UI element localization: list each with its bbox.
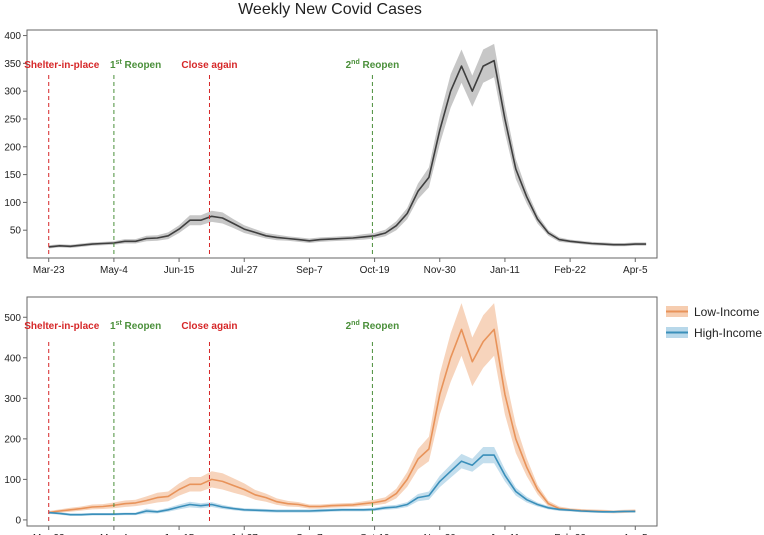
x-tick-label: Sep-7 — [296, 533, 323, 535]
x-tick-label: Jul-27 — [231, 265, 259, 276]
y-tick-label: 500 — [4, 313, 21, 324]
y-tick-label: 250 — [4, 114, 21, 125]
x-tick-label: May-4 — [100, 265, 128, 276]
x-tick-label: Jun-15 — [164, 533, 195, 535]
x-tick-label: Mar-23 — [33, 265, 65, 276]
x-tick-label: Oct-19 — [360, 533, 390, 535]
x-tick-label: Nov-30 — [424, 265, 457, 276]
bottom-plot-frame — [26, 296, 658, 527]
y-tick-label: 0 — [15, 515, 21, 526]
event-label-2-reopen: 2nd Reopen — [346, 320, 400, 332]
bottom-plot: 0 100 200 300 400 500 Mar-23 May-4 Jun-15 Jul-27 S… — [4, 303, 648, 535]
y-tick-label: 300 — [4, 87, 21, 98]
series-line-high-income — [48, 454, 636, 516]
y-tick-label: 100 — [4, 198, 21, 209]
y-tick-label: 350 — [4, 59, 21, 70]
x-tick-label: Apr-5 — [623, 265, 648, 276]
y-tick-label: 150 — [4, 170, 21, 181]
series-line-low-income — [48, 328, 636, 514]
y-tick-label: 200 — [4, 434, 21, 445]
event-label-close-again: Close again — [181, 321, 237, 332]
x-tick-label: Jan-11 — [490, 265, 520, 276]
x-tick-label: Sep-7 — [296, 265, 323, 276]
confidence-band-all — [48, 43, 647, 249]
event-label-2-reopen: 2nd Reopen — [346, 59, 400, 71]
legend-label-high-income: High-Income — [694, 326, 762, 340]
x-tick-label: Oct-19 — [360, 265, 390, 276]
legend: Low-Income High-Income — [666, 305, 762, 340]
x-tick-label: Apr-5 — [623, 533, 648, 535]
x-tick-label: Mar-23 — [33, 533, 65, 535]
x-tick-label: Nov-30 — [424, 533, 457, 535]
x-tick-label: May-4 — [100, 533, 128, 535]
event-label-close-again: Close again — [181, 60, 237, 71]
event-label-shelter-in-place: Shelter-in-place — [24, 321, 99, 332]
event-label-1-reopen: 1st Reopen — [110, 320, 161, 332]
chart-title: Weekly New Covid Cases — [238, 1, 422, 18]
top-plot: 50 100 150 200 250 300 350 400 Mar-23 May-4 Jun-15… — [4, 31, 648, 276]
legend-label-low-income: Low-Income — [694, 305, 760, 319]
x-tick-label: Feb-22 — [554, 265, 586, 276]
x-tick-label: Jun-15 — [164, 265, 195, 276]
y-tick-label: 400 — [4, 353, 21, 364]
confidence-band-low-income — [48, 303, 636, 515]
event-label-1-reopen: 1st Reopen — [110, 59, 161, 71]
x-tick-label: Jan-11 — [490, 533, 520, 535]
y-tick-label: 50 — [10, 226, 22, 237]
x-tick-label: Feb-22 — [554, 533, 586, 535]
series-line-all — [48, 59, 647, 248]
event-label-shelter-in-place: Shelter-in-place — [24, 60, 99, 71]
x-tick-label: Jul-27 — [231, 533, 259, 535]
y-tick-label: 300 — [4, 394, 21, 405]
y-tick-label: 200 — [4, 142, 21, 153]
top-plot-frame — [26, 29, 658, 259]
y-tick-label: 400 — [4, 31, 21, 42]
y-tick-label: 100 — [4, 475, 21, 486]
